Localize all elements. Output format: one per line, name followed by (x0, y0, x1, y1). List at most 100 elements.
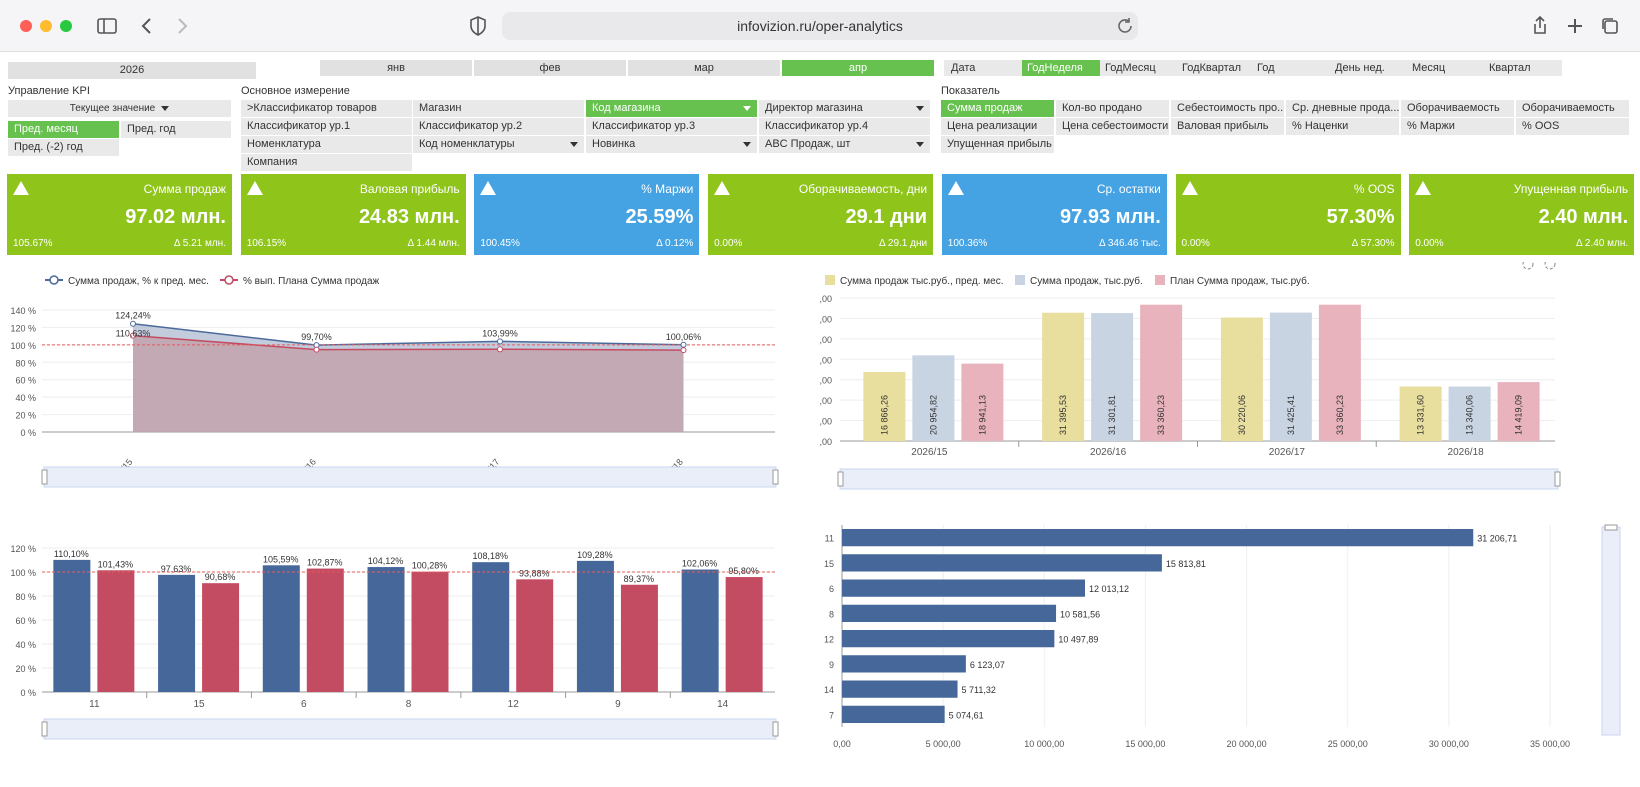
data-point[interactable] (313, 346, 320, 353)
bar[interactable] (411, 571, 449, 692)
legend-item[interactable]: Сумма продаж, тыс.руб. (1015, 275, 1143, 287)
forward-icon[interactable] (170, 14, 194, 38)
scroll-handle-left[interactable] (41, 469, 48, 485)
month-4[interactable]: апр (782, 60, 934, 76)
kpi-card-2[interactable]: Валовая прибыль 24.83 млн. 106.15% Δ 1.44 м… (240, 174, 466, 255)
bar[interactable] (1220, 317, 1263, 441)
data-point[interactable] (130, 332, 136, 339)
prev-2-year-button[interactable]: Пред. (-2) год (8, 139, 119, 156)
bar[interactable] (620, 584, 658, 692)
measure-item-12[interactable]: % OOS (1516, 118, 1629, 135)
legend-item[interactable]: Сумма продаж тыс.руб., пред. мес. (825, 275, 1003, 287)
bar[interactable] (863, 372, 906, 441)
bar[interactable] (1042, 312, 1085, 441)
chart-scrollbar[interactable] (839, 468, 1559, 490)
bar[interactable] (53, 559, 91, 692)
share-icon[interactable] (1528, 14, 1552, 38)
chart-scrollbar[interactable] (43, 466, 777, 488)
calendar-item-1[interactable]: Дата (951, 62, 976, 74)
month-1[interactable]: янв (320, 60, 472, 76)
measure-item-7[interactable]: Цена реализации (941, 118, 1054, 135)
address-bar[interactable]: infovizion.ru/oper-analytics (502, 12, 1138, 40)
dimension-item-2[interactable]: Магазин (413, 100, 584, 117)
calendar-item-2[interactable]: ГодНеделя (1022, 60, 1100, 76)
scroll-handle-left[interactable] (837, 471, 844, 487)
bar[interactable] (262, 565, 300, 692)
scroll-handle-right[interactable] (772, 469, 779, 485)
close-window-button[interactable] (20, 20, 32, 32)
new-tab-icon[interactable] (1563, 14, 1587, 38)
measure-item-4[interactable]: Ср. дневные прода... (1286, 100, 1399, 117)
bar[interactable] (516, 579, 554, 692)
dimension-item-3[interactable]: Код магазина (586, 100, 757, 117)
measure-item-10[interactable]: % Наценки (1286, 118, 1399, 135)
shield-icon[interactable] (466, 14, 490, 38)
kpi-card-6[interactable]: % OOS 57.30% 0.00% Δ 57.30% (1175, 174, 1401, 255)
bar[interactable] (681, 569, 719, 692)
dimension-item-10[interactable]: Код номенклатуры (413, 136, 584, 153)
measure-item-1[interactable]: Сумма продаж (941, 100, 1054, 117)
bar[interactable] (1140, 304, 1183, 441)
bar[interactable] (472, 562, 510, 692)
chart-scrollbar[interactable] (43, 718, 777, 740)
scroll-handle-top[interactable] (1604, 524, 1618, 531)
calendar-item-5[interactable]: Год (1257, 62, 1275, 74)
legend-item[interactable]: Сумма продаж, % к пред. мес. (45, 275, 209, 287)
measure-item-2[interactable]: Кол-во продано (1056, 100, 1169, 117)
scroll-handle-right[interactable] (772, 721, 779, 737)
bar[interactable] (1269, 312, 1312, 441)
bar[interactable] (842, 705, 945, 723)
bar[interactable] (158, 574, 196, 692)
calendar-item-3[interactable]: ГодМесяц (1105, 62, 1156, 74)
bar[interactable] (842, 579, 1086, 597)
bar[interactable] (97, 570, 135, 692)
scroll-handle-right[interactable] (1554, 471, 1561, 487)
data-point[interactable] (497, 346, 503, 353)
calendar-item-7[interactable]: Месяц (1412, 62, 1446, 74)
bar[interactable] (842, 529, 1474, 547)
bar[interactable] (1448, 386, 1491, 441)
dimension-item-13[interactable]: Компания (241, 154, 412, 171)
year-selector[interactable]: 2026 (8, 62, 256, 79)
bar[interactable] (1399, 386, 1442, 441)
bar[interactable] (961, 363, 1004, 441)
data-point[interactable] (497, 338, 503, 345)
measure-item-8[interactable]: Цена себестоимости (1056, 118, 1169, 135)
tabs-overview-icon[interactable] (1598, 14, 1622, 38)
prev-month-button[interactable]: Пред. месяц (8, 121, 119, 138)
bar[interactable] (842, 680, 958, 698)
data-point[interactable] (680, 341, 687, 348)
dimension-item-1[interactable]: >Классификатор товаров (241, 100, 412, 117)
prev-year-button[interactable]: Пред. год (121, 121, 231, 138)
kpi-card-3[interactable]: % Маржи 25.59% 100.45% Δ 0.12% (474, 174, 700, 255)
maximize-window-button[interactable] (60, 20, 72, 32)
vertical-scrollbar[interactable] (1601, 526, 1621, 736)
bar[interactable] (842, 554, 1162, 572)
bar[interactable] (576, 560, 614, 692)
scroll-handle-left[interactable] (41, 721, 48, 737)
bar[interactable] (1091, 313, 1134, 441)
kpi-card-4[interactable]: Оборачиваемость, дни 29.1 дни 0.00% Δ 29.1 … (708, 174, 934, 255)
kpi-mode-dropdown[interactable]: Текущее значение (8, 100, 231, 117)
kpi-card-7[interactable]: Упущенная прибыль 2.40 млн. 0.00% Δ 2.40 мл… (1409, 174, 1635, 255)
calendar-item-4[interactable]: ГодКвартал (1182, 62, 1242, 74)
data-point[interactable] (130, 320, 136, 327)
kpi-card-5[interactable]: Ср. остатки 97.93 млн. 100.36% Δ 346.46 тыс… (941, 174, 1167, 255)
bar[interactable] (912, 355, 955, 441)
month-2[interactable]: фев (474, 60, 626, 76)
dimension-item-7[interactable]: Классификатор ур.3 (586, 118, 757, 135)
dimension-item-4[interactable]: Директор магазина (759, 100, 930, 117)
measure-item-9[interactable]: Валовая прибыль (1171, 118, 1284, 135)
kpi-card-1[interactable]: Сумма продаж 97.02 млн. 105.67% Δ 5.21 млн. (7, 174, 232, 255)
dimension-item-6[interactable]: Классификатор ур.2 (413, 118, 584, 135)
dimension-item-8[interactable]: Классификатор ур.4 (759, 118, 930, 135)
expand-icon[interactable] (1522, 262, 1534, 270)
dimension-item-9[interactable]: Номенклатура (241, 136, 412, 153)
dimension-item-12[interactable]: ABC Продаж, шт (759, 136, 930, 153)
legend-item[interactable]: % вып. Плана Сумма продаж (220, 275, 380, 287)
measure-item-13[interactable]: Упущенная прибыль (941, 136, 1054, 153)
reload-icon[interactable] (1113, 14, 1137, 38)
dimension-item-5[interactable]: Классификатор ур.1 (241, 118, 412, 135)
sidebar-icon[interactable] (95, 14, 119, 38)
legend-item[interactable]: План Сумма продаж, тыс.руб. (1155, 275, 1310, 287)
